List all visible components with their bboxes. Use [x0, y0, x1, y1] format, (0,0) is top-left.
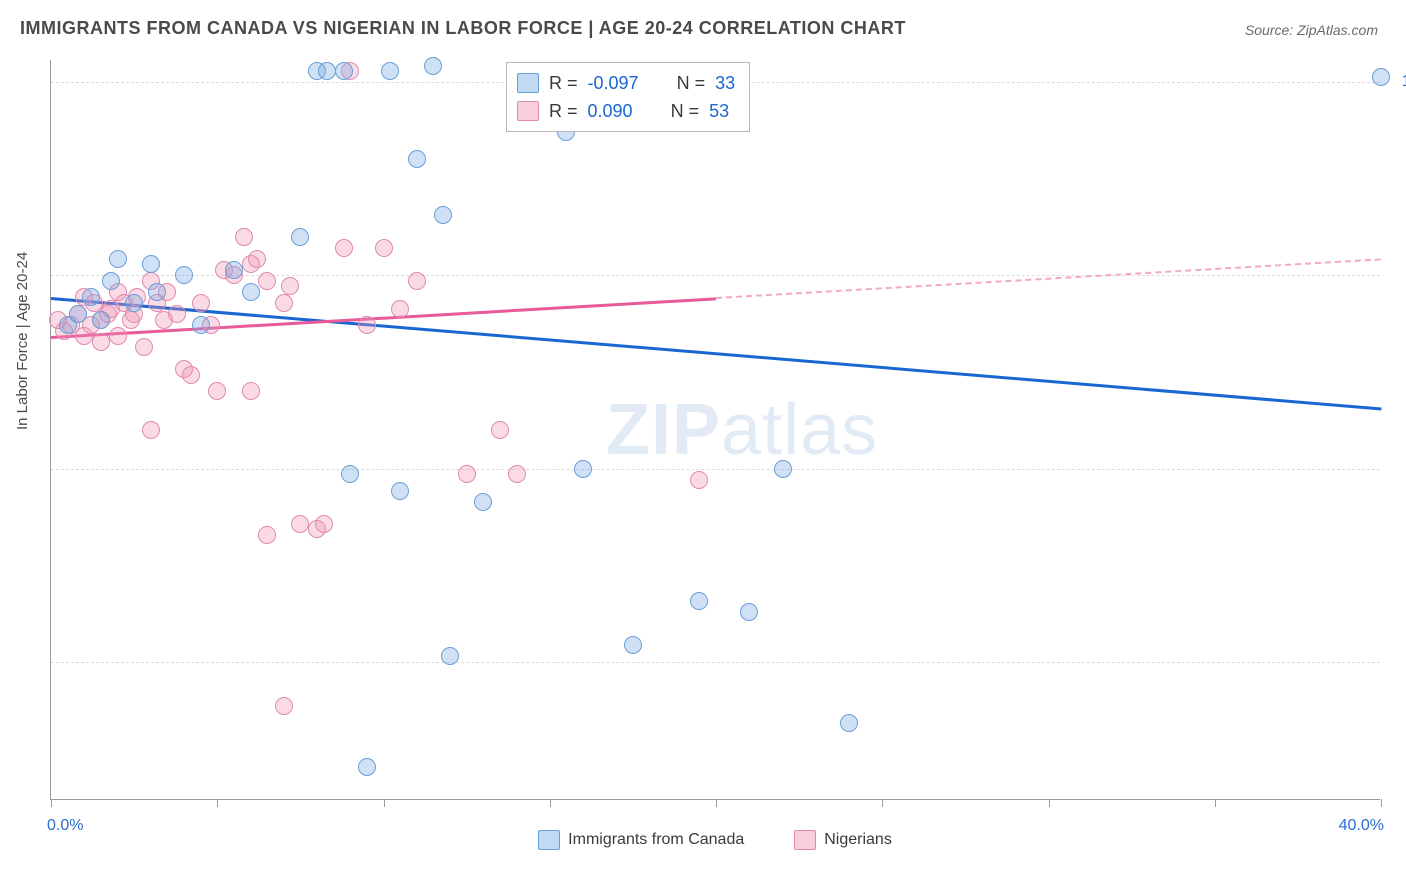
- data-point: [424, 57, 442, 75]
- data-point: [235, 228, 253, 246]
- xtick: [1049, 799, 1050, 807]
- data-point: [291, 228, 309, 246]
- data-point: [258, 272, 276, 290]
- ytick-label: 82.5%: [1386, 266, 1406, 284]
- data-point: [358, 316, 376, 334]
- data-point: [375, 239, 393, 257]
- chart-title: IMMIGRANTS FROM CANADA VS NIGERIAN IN LA…: [20, 18, 906, 39]
- data-point: [335, 62, 353, 80]
- data-point: [242, 382, 260, 400]
- data-point: [275, 697, 293, 715]
- ytick-label: 65.0%: [1386, 460, 1406, 478]
- swatch-icon: [517, 73, 539, 93]
- data-point: [242, 283, 260, 301]
- data-point: [148, 283, 166, 301]
- data-point: [192, 316, 210, 334]
- data-point: [315, 515, 333, 533]
- r-value: -0.097: [588, 73, 639, 94]
- data-point: [275, 294, 293, 312]
- data-point: [92, 333, 110, 351]
- data-point: [192, 294, 210, 312]
- swatch-icon: [794, 830, 816, 850]
- xtick: [217, 799, 218, 807]
- data-point: [508, 465, 526, 483]
- data-point: [182, 366, 200, 384]
- xtick: [51, 799, 52, 807]
- xtick: [1381, 799, 1382, 807]
- r-label: R =: [549, 73, 578, 94]
- data-point: [109, 250, 127, 268]
- gridline: [51, 662, 1380, 663]
- n-value: 53: [709, 101, 729, 122]
- data-point: [175, 266, 193, 284]
- data-point: [135, 338, 153, 356]
- data-point: [69, 305, 87, 323]
- xtick: [882, 799, 883, 807]
- data-point: [109, 327, 127, 345]
- data-point: [1372, 68, 1390, 86]
- ytick-label: 47.5%: [1386, 653, 1406, 671]
- swatch-icon: [517, 101, 539, 121]
- data-point: [341, 465, 359, 483]
- trend-line: [716, 259, 1381, 300]
- n-value: 33: [715, 73, 735, 94]
- n-label: N =: [677, 73, 706, 94]
- data-point: [491, 421, 509, 439]
- legend-item: Nigerians: [794, 830, 892, 850]
- data-point: [82, 288, 100, 306]
- gridline: [51, 275, 1380, 276]
- data-point: [574, 460, 592, 478]
- data-point: [225, 261, 243, 279]
- data-point: [208, 382, 226, 400]
- n-label: N =: [671, 101, 700, 122]
- data-point: [248, 250, 266, 268]
- data-point: [408, 150, 426, 168]
- data-point: [774, 460, 792, 478]
- data-point: [474, 493, 492, 511]
- data-point: [125, 294, 143, 312]
- xtick: [384, 799, 385, 807]
- legend-item: Immigrants from Canada: [538, 830, 744, 850]
- source-attribution: Source: ZipAtlas.com: [1245, 22, 1378, 38]
- data-point: [281, 277, 299, 295]
- legend-label: Nigerians: [824, 831, 892, 849]
- data-point: [168, 305, 186, 323]
- bottom-legend: Immigrants from Canada Nigerians: [50, 830, 1380, 850]
- xtick: [1215, 799, 1216, 807]
- watermark: ZIPatlas: [606, 389, 878, 471]
- data-point: [358, 758, 376, 776]
- data-point: [740, 603, 758, 621]
- data-point: [102, 272, 120, 290]
- data-point: [335, 239, 353, 257]
- gridline: [51, 469, 1380, 470]
- data-point: [690, 592, 708, 610]
- scatter-plot-area: ZIPatlas 47.5%65.0%82.5%100.0%0.0%40.0%: [50, 60, 1380, 800]
- data-point: [408, 272, 426, 290]
- data-point: [391, 300, 409, 318]
- data-point: [624, 636, 642, 654]
- correlation-stats-box: R = -0.097 N = 33 R = 0.090 N = 53: [506, 62, 750, 132]
- stats-row: R = -0.097 N = 33: [517, 69, 735, 97]
- data-point: [391, 482, 409, 500]
- data-point: [381, 62, 399, 80]
- data-point: [840, 714, 858, 732]
- r-value: 0.090: [588, 101, 633, 122]
- swatch-icon: [538, 830, 560, 850]
- data-point: [142, 255, 160, 273]
- data-point: [441, 647, 459, 665]
- xtick: [550, 799, 551, 807]
- stats-row: R = 0.090 N = 53: [517, 97, 735, 125]
- r-label: R =: [549, 101, 578, 122]
- data-point: [142, 421, 160, 439]
- data-point: [434, 206, 452, 224]
- data-point: [690, 471, 708, 489]
- data-point: [92, 311, 110, 329]
- data-point: [458, 465, 476, 483]
- data-point: [291, 515, 309, 533]
- data-point: [318, 62, 336, 80]
- data-point: [258, 526, 276, 544]
- y-axis-label: In Labor Force | Age 20-24: [14, 252, 31, 430]
- legend-label: Immigrants from Canada: [568, 831, 744, 849]
- xtick: [716, 799, 717, 807]
